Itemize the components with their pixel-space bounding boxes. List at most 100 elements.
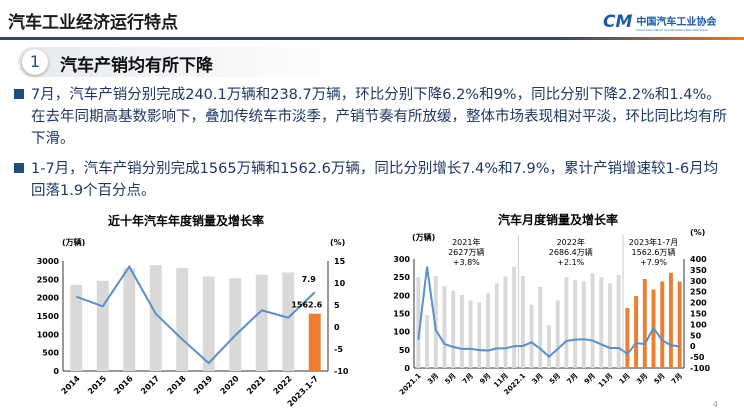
section-title: 汽车产销均有所下降 xyxy=(60,56,213,76)
annotation-line: +7.9% xyxy=(640,258,667,267)
sales-bar xyxy=(555,300,560,368)
right-tick-label: 0 xyxy=(690,342,696,351)
sales-bar xyxy=(599,277,604,368)
right-tick-label: -5 xyxy=(334,345,343,354)
sales-bar xyxy=(503,276,508,368)
right-tick-label: 100 xyxy=(690,320,707,329)
sales-bar xyxy=(477,302,482,368)
x-tick-label: 5月 xyxy=(444,372,458,386)
sales-bar xyxy=(442,286,447,368)
right-tick-label: 50 xyxy=(690,331,702,340)
x-tick-label: 9月 xyxy=(583,372,597,386)
sales-bar xyxy=(451,290,456,368)
annotation-line: +3.8% xyxy=(453,258,480,267)
x-tick-label: 9月 xyxy=(478,372,492,386)
growth-data-label: 7.9 xyxy=(302,275,317,284)
x-tick-label: 2016 xyxy=(113,374,135,396)
sales-bar xyxy=(529,304,534,368)
sales-bar xyxy=(202,276,215,371)
right-tick-label: 350 xyxy=(690,266,707,275)
bullet-2: 1-7月，汽车产销分别完成1565万辆和1562.6万辆，同比分别增长7.4%和… xyxy=(14,158,729,202)
annual-sales-chart: 近十年汽车年度销量及增长率 (万辆) (%) 0 500 1000 1500 2000 2… xyxy=(37,213,349,409)
x-tick-label: 2021.1 xyxy=(398,372,423,397)
left-axis-unit: (万辆) xyxy=(412,232,435,242)
sales-bar xyxy=(564,277,569,368)
page-number: 4 xyxy=(712,400,718,409)
logo-en: China Association of Automobile Manufact… xyxy=(636,27,708,32)
left-tick-label: 300 xyxy=(393,255,410,264)
monthly-sales-chart: 汽车月度销量及增长率 (万辆) (%) 0 50 100 150 200 250 300 -1… xyxy=(393,212,710,397)
left-tick-label: 150 xyxy=(393,310,410,319)
right-tick-label: -10 xyxy=(334,367,349,376)
left-tick-label: 2500 xyxy=(37,275,60,284)
sales-bar xyxy=(416,277,421,368)
x-tick-label: 3月 xyxy=(531,372,545,386)
sales-bar xyxy=(590,273,595,368)
header-divider xyxy=(0,37,744,40)
sales-bar xyxy=(677,281,682,368)
sales-bar xyxy=(642,278,647,368)
annotation-line: 1562.6万辆 xyxy=(632,247,676,257)
bullet-square-icon xyxy=(14,163,24,173)
left-tick-label: 250 xyxy=(393,273,410,282)
x-tick-label: 3月 xyxy=(426,372,440,386)
x-tick-label: 2021 xyxy=(245,374,267,396)
bullet-text: 7月，汽车产销分别完成240.1万辆和238.7万辆，环比分别下降6.2%和9%… xyxy=(31,87,727,147)
sales-bar xyxy=(608,283,612,368)
annotation-line: 2021年 xyxy=(452,237,480,247)
left-tick-label: 200 xyxy=(393,291,410,300)
right-tick-label: 10 xyxy=(334,279,346,288)
bullet-text: 1-7月，汽车产销分别完成1565万辆和1562.6万辆，同比分别增长7.4%和… xyxy=(31,161,719,199)
right-tick-label: 250 xyxy=(690,288,707,297)
left-tick-label: 2000 xyxy=(37,294,60,303)
sales-bar xyxy=(486,292,490,368)
sales-bar xyxy=(538,286,543,368)
sales-bar xyxy=(512,266,517,368)
left-tick-label: 100 xyxy=(393,328,410,337)
sales-bar xyxy=(494,283,499,368)
left-tick-label: 1000 xyxy=(37,330,60,339)
right-tick-label: 0 xyxy=(334,323,340,332)
sales-bar xyxy=(433,276,438,368)
x-tick-label: 2022 xyxy=(272,374,294,396)
section-number: 1 xyxy=(22,49,48,75)
x-tick-label: 2020 xyxy=(219,374,241,396)
x-tick-label: 2019 xyxy=(192,374,214,396)
bullet-square-icon xyxy=(14,89,24,99)
x-tick-label: 11月 xyxy=(597,372,615,390)
growth-line xyxy=(75,264,316,365)
sales-bar xyxy=(425,314,430,368)
right-axis-unit: (%) xyxy=(330,238,345,247)
right-tick-label: 400 xyxy=(690,255,707,264)
chart-title: 汽车月度销量及增长率 xyxy=(498,212,618,227)
right-axis-unit: (%) xyxy=(690,228,705,237)
sales-bar xyxy=(255,274,268,371)
sales-bar xyxy=(616,274,621,368)
sales-data-label: 1562.6 xyxy=(291,301,322,310)
sales-bar xyxy=(229,278,242,371)
sales-bar xyxy=(149,265,162,371)
sales-bar xyxy=(634,296,639,368)
x-tick-label: 5月 xyxy=(653,372,667,386)
right-tick-label: 15 xyxy=(334,257,346,266)
x-tick-label: 2014 xyxy=(60,374,82,396)
annotation-line: 2627万辆 xyxy=(448,247,484,257)
left-axis-unit: (万辆) xyxy=(62,237,85,247)
x-tick-label: 7月 xyxy=(670,372,684,386)
left-tick-label: 500 xyxy=(42,349,59,358)
sales-bar xyxy=(176,268,189,371)
right-tick-label: 200 xyxy=(690,299,707,308)
sales-bar xyxy=(625,308,630,368)
sales-bar xyxy=(96,280,109,371)
sales-bar xyxy=(573,280,578,368)
right-tick-label: -50 xyxy=(690,353,705,362)
annotation-line: +2.1% xyxy=(557,258,584,267)
x-tick-label: 5月 xyxy=(548,372,562,386)
x-tick-label: 2018 xyxy=(166,374,188,396)
sales-bar xyxy=(123,268,136,371)
x-tick-label: 7月 xyxy=(461,372,475,386)
caam-logo: CM 中国汽车工业协会 China Association of Automobi… xyxy=(603,12,716,32)
sales-bar xyxy=(660,281,665,368)
left-tick-label: 3000 xyxy=(37,257,60,266)
right-tick-label: -100 xyxy=(690,364,710,373)
